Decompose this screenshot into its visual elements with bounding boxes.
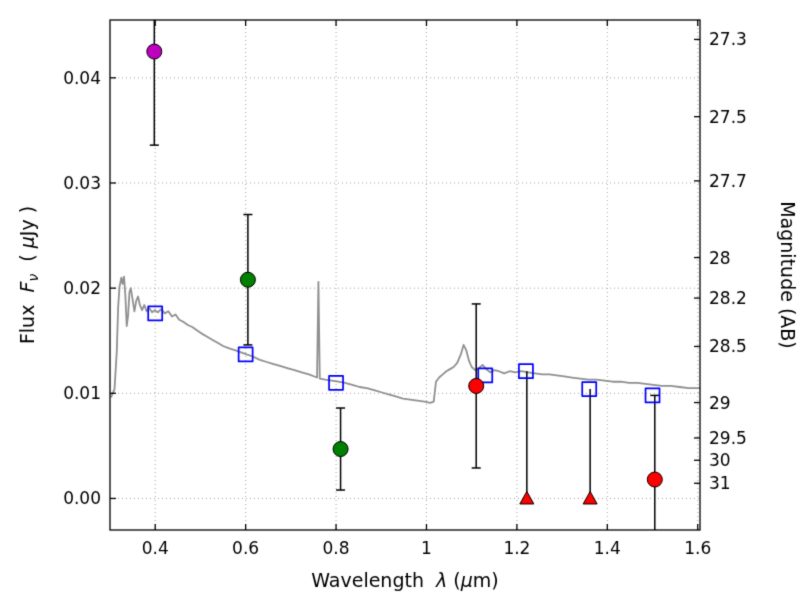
sed-figure <box>0 0 800 600</box>
sed-chart-canvas <box>0 0 800 600</box>
